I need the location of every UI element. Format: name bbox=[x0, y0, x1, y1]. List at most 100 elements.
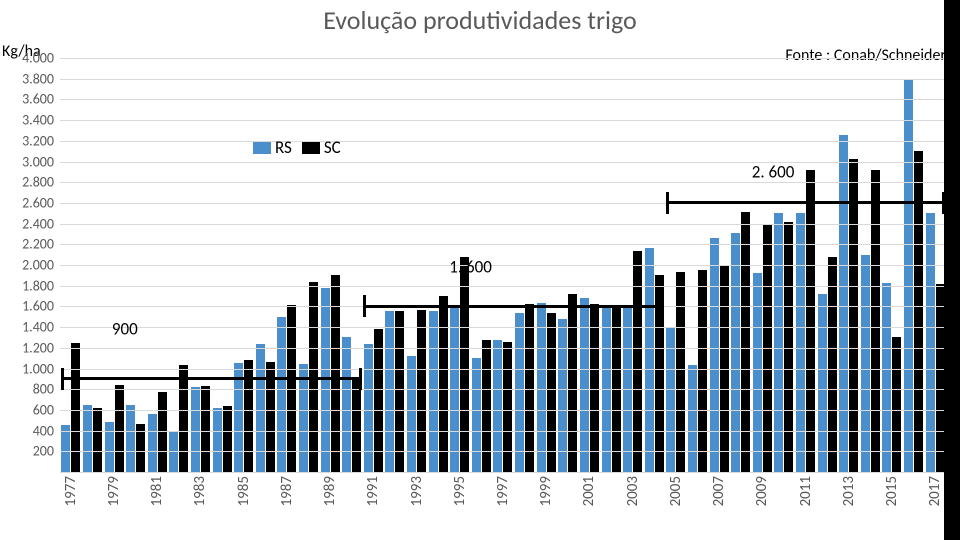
legend-item-SC: SC bbox=[302, 137, 341, 158]
x-tick-label: 1977 bbox=[62, 476, 80, 506]
y-tick-label: 3.400 bbox=[22, 112, 54, 129]
grid-line bbox=[60, 286, 946, 287]
bar-RS bbox=[926, 213, 935, 472]
y-tick-label: 400 bbox=[33, 422, 54, 439]
bar-RS bbox=[753, 273, 762, 472]
bar-SC bbox=[568, 294, 577, 472]
bar-SC bbox=[828, 257, 837, 472]
bar-SC bbox=[201, 386, 210, 472]
y-tick-label: 3.200 bbox=[22, 132, 54, 149]
y-tick-label: 2.800 bbox=[22, 174, 54, 191]
legend-swatch bbox=[302, 142, 320, 154]
x-tick-label: 2005 bbox=[667, 476, 685, 506]
bar-RS bbox=[710, 238, 719, 472]
bar-RS bbox=[277, 317, 286, 472]
x-tick-label: 2013 bbox=[840, 476, 858, 506]
y-tick-label: 2.600 bbox=[22, 194, 54, 211]
bar-RS bbox=[580, 298, 589, 472]
bar-RS bbox=[191, 387, 200, 472]
y-tick-label: 3.000 bbox=[22, 153, 54, 170]
bar-SC bbox=[525, 304, 534, 472]
x-tick-label: 2001 bbox=[580, 476, 598, 506]
annotation-line bbox=[62, 377, 360, 380]
bar-SC bbox=[439, 296, 448, 472]
bar-SC bbox=[417, 310, 426, 472]
bar-SC bbox=[223, 406, 232, 472]
grid-line bbox=[60, 141, 946, 142]
bar-RS bbox=[385, 311, 394, 472]
annotation-label: 1. 600 bbox=[449, 257, 492, 278]
y-tick-label: 1.600 bbox=[22, 298, 54, 315]
grid-line bbox=[60, 389, 946, 390]
grid-line bbox=[60, 369, 946, 370]
annotation-line bbox=[365, 305, 663, 308]
x-tick-label: 1995 bbox=[451, 476, 469, 506]
grid-line bbox=[60, 348, 946, 349]
y-tick-label: 800 bbox=[33, 381, 54, 398]
grid-line bbox=[60, 224, 946, 225]
legend-label: RS bbox=[275, 137, 292, 158]
annotation-label: 900 bbox=[112, 319, 138, 340]
bar-SC bbox=[741, 212, 750, 472]
bar-RS bbox=[904, 79, 913, 472]
grid-line bbox=[60, 410, 946, 411]
right-cutoff-edge bbox=[944, 0, 960, 540]
bar-RS bbox=[774, 213, 783, 472]
bar-SC bbox=[71, 343, 80, 472]
y-tick-label: 4.000 bbox=[22, 50, 54, 67]
bar-SC bbox=[395, 311, 404, 472]
annotation-label: 2. 600 bbox=[752, 161, 795, 182]
x-tick-label: 2011 bbox=[797, 476, 815, 506]
grid-line bbox=[60, 79, 946, 80]
x-axis: 1977197919811983198519871989199119931995… bbox=[60, 472, 946, 540]
y-tick-label: 2.000 bbox=[22, 257, 54, 274]
bar-RS bbox=[213, 408, 222, 472]
bar-SC bbox=[503, 342, 512, 472]
bar-SC bbox=[914, 151, 923, 472]
y-tick-label: 1.000 bbox=[22, 360, 54, 377]
y-tick-label: 3.600 bbox=[22, 91, 54, 108]
x-tick-label: 1985 bbox=[235, 476, 253, 506]
x-tick-label: 2003 bbox=[624, 476, 642, 506]
plot-area: 2004006008001.0001.2001.4001.6001.8002.0… bbox=[60, 58, 946, 472]
x-tick-label: 2009 bbox=[753, 476, 771, 506]
y-tick-label: 1.200 bbox=[22, 339, 54, 356]
x-tick-label: 1981 bbox=[148, 476, 166, 506]
annotation-tick bbox=[363, 295, 366, 317]
y-tick-label: 200 bbox=[33, 443, 54, 460]
bar-SC bbox=[352, 377, 361, 472]
legend-item-RS: RS bbox=[253, 137, 292, 158]
grid-line bbox=[60, 451, 946, 452]
bar-RS bbox=[558, 319, 567, 472]
bar-SC bbox=[179, 365, 188, 472]
bar-RS bbox=[126, 405, 135, 472]
y-tick-label: 2.400 bbox=[22, 215, 54, 232]
legend-swatch bbox=[253, 142, 271, 154]
bar-RS bbox=[61, 425, 70, 472]
bar-RS bbox=[256, 344, 265, 472]
annotation-line bbox=[667, 201, 944, 204]
bar-SC bbox=[871, 170, 880, 472]
x-tick-label: 2017 bbox=[926, 476, 944, 506]
bar-RS bbox=[83, 405, 92, 472]
bar-RS bbox=[688, 365, 697, 472]
bar-RS bbox=[429, 311, 438, 472]
grid-line bbox=[60, 265, 946, 266]
bar-SC bbox=[590, 304, 599, 472]
grid-line bbox=[60, 58, 946, 59]
x-tick-label: 1987 bbox=[278, 476, 296, 506]
bar-RS bbox=[882, 283, 891, 472]
y-tick-label: 3.800 bbox=[22, 70, 54, 87]
bar-RS bbox=[472, 358, 481, 472]
bar-SC bbox=[806, 170, 815, 472]
bar-RS bbox=[796, 213, 805, 472]
bar-RS bbox=[731, 233, 740, 472]
bar-SC bbox=[676, 272, 685, 472]
legend-label: SC bbox=[324, 137, 341, 158]
annotation-tick bbox=[359, 368, 362, 390]
grid-line bbox=[60, 99, 946, 100]
bar-RS bbox=[407, 356, 416, 472]
bar-SC bbox=[158, 392, 167, 472]
bar-RS bbox=[148, 414, 157, 472]
x-tick-label: 2007 bbox=[710, 476, 728, 506]
